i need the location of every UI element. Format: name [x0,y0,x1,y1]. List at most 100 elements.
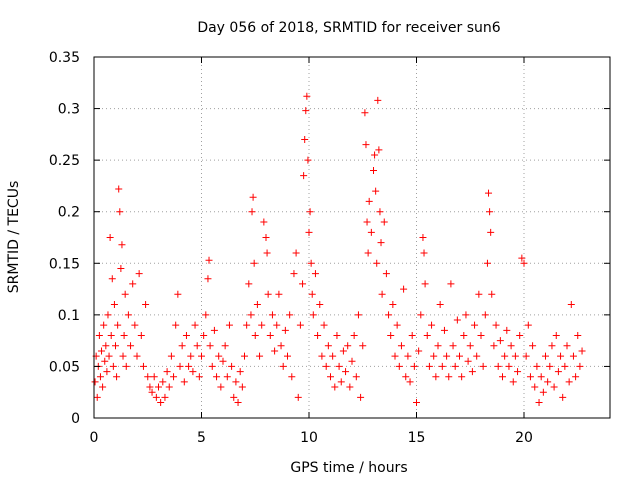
data-point [458,373,466,381]
data-point [367,228,375,236]
data-point [456,352,463,360]
data-point [479,362,487,370]
data-point [421,280,429,288]
data-point [505,362,513,370]
data-point [148,388,156,396]
data-point [253,301,261,309]
y-axis-ticks: 0 0.05 0.1 0.15 0.2 0.25 0.3 0.35 [49,50,610,427]
data-point [135,270,143,278]
data-point [234,399,242,407]
data-point [511,352,519,360]
data-point [413,399,420,407]
data-point [374,96,382,104]
data-point [464,357,472,365]
data-point [391,352,399,360]
data-point [306,208,314,216]
data-point [248,208,256,216]
data-point [146,383,154,391]
data-point [402,373,410,381]
data-point [106,234,114,241]
data-point [119,352,127,360]
data-point [494,362,502,370]
data-point [318,352,326,360]
data-point [144,373,152,381]
data-point [159,378,167,386]
data-point [376,208,384,216]
data-point [324,342,332,350]
data-point [228,362,236,370]
data-point [300,172,308,180]
data-point [202,311,210,319]
data-point [420,249,428,257]
data-point [432,373,440,381]
data-point [370,166,377,174]
data-point [219,357,227,365]
data-point [304,156,312,164]
data-point [122,362,130,370]
data-point [428,321,436,329]
data-point [485,189,493,197]
data-point [451,362,459,370]
data-point [371,151,379,159]
data-point [263,249,271,257]
data-point [198,352,205,360]
data-point [264,290,272,298]
y-tick-label: 0.25 [49,153,80,169]
y-tick-label: 0 [71,411,80,427]
data-point [375,146,383,154]
data-point [378,290,386,298]
data-point [301,136,309,144]
data-point [359,342,367,350]
data-point [550,383,558,391]
y-tick-label: 0.2 [58,205,80,221]
data-point [213,373,221,381]
data-point [277,342,285,350]
data-point [103,368,111,376]
data-point [546,362,554,370]
data-point [322,362,330,370]
data-point [109,362,117,370]
data-point [335,362,343,370]
data-point [117,264,125,272]
data-point [522,352,530,360]
data-point [559,393,567,401]
data-point [113,373,121,381]
data-point [131,321,139,329]
data-point [309,311,317,319]
data-point [563,342,571,350]
x-tick-label: 5 [197,430,206,446]
data-point [320,321,328,329]
x-tick-label: 10 [300,430,318,446]
data-point [279,362,287,370]
data-point [262,234,270,241]
data-point [462,311,470,319]
data-point [311,270,319,278]
data-point [284,352,291,360]
data-point [142,301,150,309]
data-point [182,331,190,339]
data-point [488,290,496,298]
data-point [178,342,186,350]
data-point [296,321,304,329]
data-point [172,321,180,329]
data-point [107,331,115,339]
data-point [554,368,562,376]
data-point [115,185,123,193]
data-point [245,280,253,288]
data-point [377,239,385,247]
data-point [152,393,160,401]
data-point [281,326,289,334]
y-tick-label: 0.35 [49,50,80,66]
data-point [487,228,495,236]
data-point [91,378,99,386]
data-point [344,342,352,350]
data-point [258,321,266,329]
data-points [91,92,586,407]
data-point [531,383,539,391]
data-point [372,187,380,195]
data-point [105,352,113,360]
data-point [548,342,556,350]
data-point [133,352,141,360]
data-point [215,352,223,360]
y-axis-title: SRMTID / TECUs [6,181,22,294]
